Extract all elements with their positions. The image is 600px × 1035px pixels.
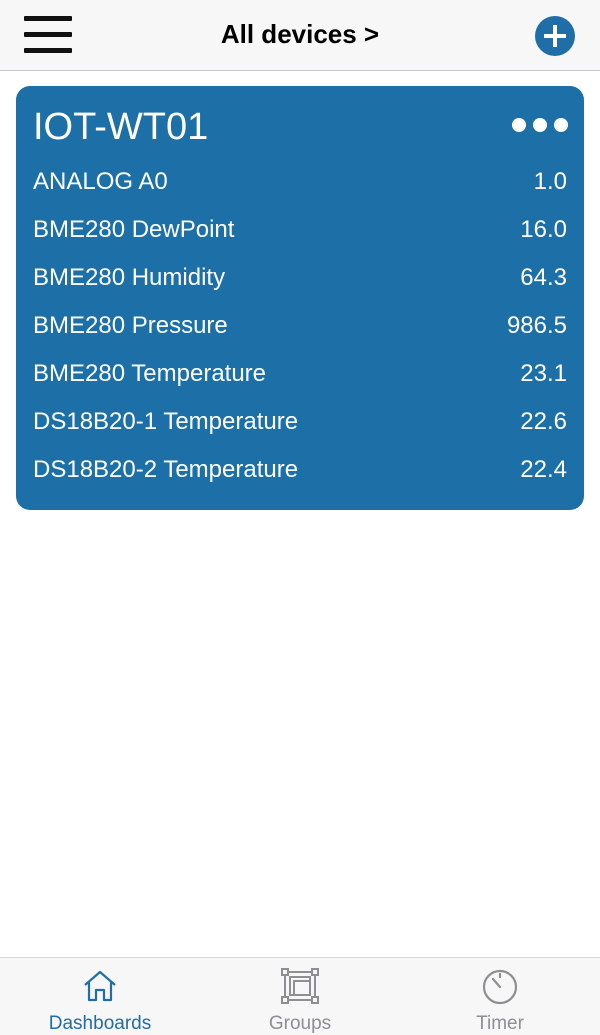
sensor-row[interactable]: BME280 DewPoint 16.0 (16, 210, 584, 258)
sensor-name: BME280 Humidity (33, 264, 226, 291)
more-horizontal-icon[interactable] (508, 114, 572, 138)
sensor-name: DS18B20-2 Temperature (33, 456, 299, 483)
tab-label: Timer (476, 1013, 524, 1034)
sensor-name: BME280 Temperature (33, 360, 267, 387)
device-card[interactable]: IOT-WT01 ANALOG A0 1.0 BME280 DewPoint 1… (16, 86, 584, 510)
bottom-tab-bar: Dashboards Groups (0, 957, 600, 1035)
hamburger-menu-icon[interactable] (24, 14, 72, 54)
sensor-value: 22.6 (520, 408, 567, 435)
sensor-row[interactable]: BME280 Pressure 986.5 (16, 306, 584, 354)
tab-groups[interactable]: Groups (200, 958, 400, 1035)
sensor-row[interactable]: BME280 Humidity 64.3 (16, 258, 584, 306)
sensor-list: ANALOG A0 1.0 BME280 DewPoint 16.0 BME28… (16, 162, 584, 498)
sensor-value: 16.0 (520, 216, 567, 243)
navigation-header: All devices > (0, 0, 600, 71)
sensor-name: DS18B20-1 Temperature (33, 408, 299, 435)
plus-circle-icon[interactable] (535, 16, 575, 56)
sensor-row[interactable]: ANALOG A0 1.0 (16, 162, 584, 210)
timer-icon (480, 966, 520, 1006)
tab-label: Dashboards (48, 1013, 152, 1034)
sensor-name: BME280 Pressure (33, 312, 228, 339)
tab-timer[interactable]: Timer (400, 958, 600, 1035)
sensor-value: 986.5 (506, 312, 567, 339)
sensor-name: ANALOG A0 (33, 168, 168, 195)
sensor-row[interactable]: DS18B20-1 Temperature 22.6 (16, 402, 584, 450)
sensor-value: 1.0 (533, 168, 567, 195)
sensor-row[interactable]: DS18B20-2 Temperature 22.4 (16, 450, 584, 498)
tab-dashboards[interactable]: Dashboards (0, 958, 200, 1035)
sensor-value: 22.4 (520, 456, 567, 483)
tab-label: Groups (268, 1013, 332, 1034)
page-title[interactable]: All devices > (220, 19, 380, 49)
sensor-row[interactable]: BME280 Temperature 23.1 (16, 354, 584, 402)
sensor-value: 64.3 (520, 264, 567, 291)
sensor-name: BME280 DewPoint (33, 216, 235, 243)
groups-icon (280, 966, 320, 1006)
home-icon (80, 966, 120, 1006)
sensor-value: 23.1 (520, 360, 567, 387)
device-name: IOT-WT01 (33, 106, 209, 148)
